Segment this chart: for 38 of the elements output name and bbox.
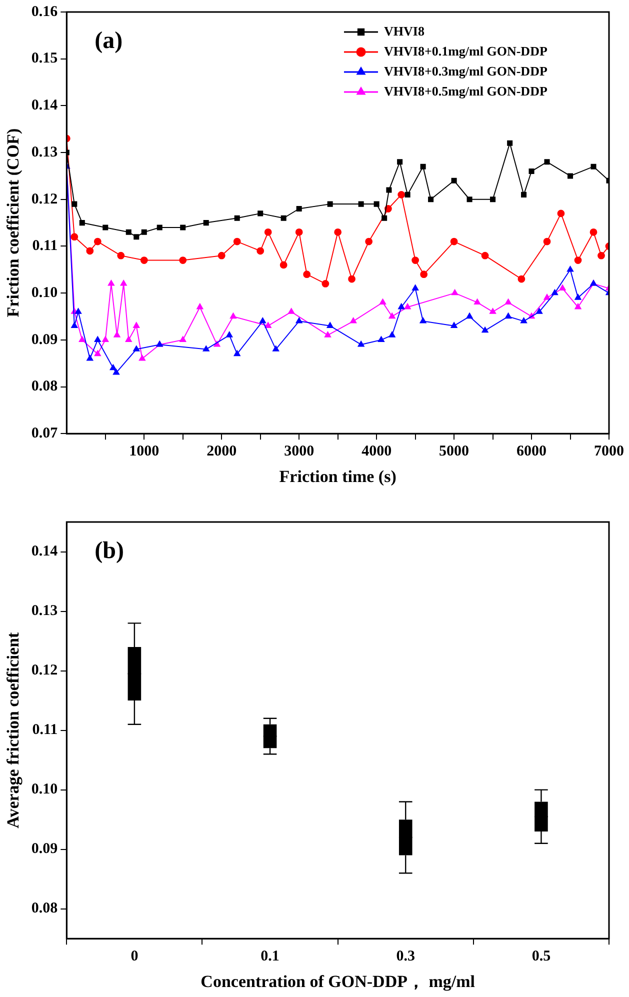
y-tick-label: 0.07	[31, 425, 58, 442]
y-tick-label: 0.13	[31, 144, 58, 160]
y-tick-label: 0.13	[31, 603, 58, 620]
y-tick-label: 0.10	[31, 782, 58, 798]
x-tick-label: 5000	[439, 443, 470, 460]
y-tick-label: 0.15	[31, 50, 58, 67]
y-tick-label: 0.09	[31, 841, 58, 858]
legend-label: VHVI8+0.1mg/ml GON-DDP	[384, 43, 548, 58]
y-tick-label: 0.09	[31, 332, 58, 348]
x-tick-label: 0	[130, 948, 138, 964]
y-axis-title: Average friction coefficient	[4, 632, 23, 828]
annotation: (b)	[94, 538, 124, 564]
x-tick-label: 7000	[594, 443, 624, 460]
y-axis-title: Friction coefficient (COF)	[4, 128, 23, 318]
y-tick-label: 0.14	[31, 544, 58, 560]
y-tick-label: 0.16	[31, 4, 58, 20]
x-tick-label: 3000	[284, 443, 314, 460]
legend-label: VHVI8+0.5mg/ml GON-DDP	[384, 83, 548, 98]
y-tick-label: 0.08	[31, 378, 58, 395]
y-tick-label: 0.08	[31, 900, 58, 917]
annotation: (a)	[94, 28, 123, 54]
x-tick-label: 6000	[516, 443, 547, 460]
legend-label: VHVI8	[384, 23, 425, 38]
x-axis-title: Friction time (s)	[279, 467, 396, 486]
y-tick-label: 0.11	[32, 238, 58, 254]
y-tick-label: 0.11	[32, 722, 58, 738]
y-tick-label: 0.12	[31, 662, 58, 679]
x-tick-label: 0.3	[396, 948, 415, 964]
x-tick-label: 2000	[206, 443, 237, 460]
x-axis-title: Concentration of GON-DDP， mg/ml	[200, 972, 476, 992]
y-tick-label: 0.10	[31, 284, 58, 301]
y-tick-label: 0.14	[31, 98, 58, 114]
x-tick-label: 4000	[362, 443, 392, 460]
legend-label: VHVI8+0.3mg/ml GON-DDP	[384, 63, 548, 78]
x-tick-label: 0.1	[260, 948, 280, 964]
x-tick-label: 0.5	[532, 948, 551, 964]
y-tick-label: 0.12	[31, 191, 58, 208]
x-tick-label: 1000	[129, 443, 160, 460]
